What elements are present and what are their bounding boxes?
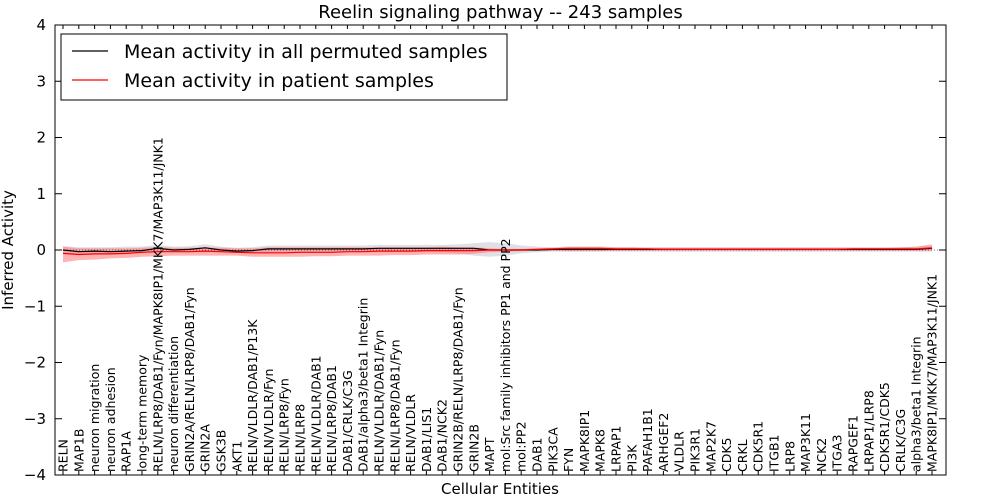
y-tick-label: 2 bbox=[36, 129, 46, 147]
y-tick-label: −3 bbox=[24, 410, 46, 428]
x-tick-label: GSK3B bbox=[214, 430, 229, 472]
legend-label-permuted: Mean activity in all permuted samples bbox=[124, 41, 487, 63]
x-tick-label: RAP1A bbox=[119, 431, 134, 472]
x-tick-label: CRLK/C3G bbox=[893, 409, 908, 472]
x-tick-label: CRKL bbox=[735, 439, 750, 472]
x-tick-label: RELN bbox=[56, 439, 71, 472]
x-tick-label: GRIN2A bbox=[198, 424, 213, 472]
y-tick-label: 0 bbox=[36, 241, 46, 259]
x-tick-label: RELN/VLDLR/DAB1 bbox=[308, 355, 323, 472]
x-tick-label: RELN/LRP8/DAB1 bbox=[324, 365, 339, 472]
x-tick-label: ITGB1 bbox=[767, 434, 782, 472]
y-tick-label: 4 bbox=[36, 16, 46, 34]
x-tick-label: PI3K bbox=[624, 444, 639, 472]
y-tick-label: −4 bbox=[24, 466, 46, 484]
x-tick-label: DAB1 bbox=[530, 438, 545, 473]
x-tick-label: GRIN2A/RELN/LRP8/DAB1/Fyn bbox=[182, 287, 197, 472]
x-tick-label: GRIN2B bbox=[466, 424, 481, 472]
x-tick-label: RELN/LRP8/DAB1/Fyn/MAPK8IP1/MKK7/MAP3K11… bbox=[150, 137, 165, 472]
x-tick-label: CDK5R1 bbox=[751, 421, 766, 472]
x-tick-label: LRPAP1/LRP8 bbox=[861, 390, 876, 472]
x-tick-label: mol:PP2 bbox=[514, 421, 529, 472]
chart-title: Reelin signaling pathway -- 243 samples bbox=[318, 2, 682, 23]
x-tick-labels: RELN MAP1B neuron migration neuron adhesion… bbox=[56, 137, 940, 472]
x-tick-label: neuron differentiation bbox=[166, 336, 181, 472]
x-tick-label: neuron adhesion bbox=[103, 367, 118, 472]
x-tick-label: MAPK8IP1/MKK7/MAP3K11/JNK1 bbox=[925, 274, 940, 472]
x-tick-label: RAPGEF1 bbox=[846, 415, 861, 472]
x-tick-label: MAP1B bbox=[71, 429, 86, 472]
legend: Mean activity in all permuted samples Me… bbox=[60, 33, 508, 101]
x-tick-label: neuron migration bbox=[87, 364, 102, 472]
data-layer bbox=[55, 242, 946, 263]
x-tick-label: RELN/VLDLR/Fyn bbox=[261, 369, 276, 472]
x-tick-label: RELN/LRP8/Fyn bbox=[277, 378, 292, 472]
x-tick-label: LRP8 bbox=[782, 441, 797, 472]
x-tick-label: RELN/VLDLR/DAB1/Fyn bbox=[372, 330, 387, 472]
x-tick-label: CDK5R1/CDK5 bbox=[877, 382, 892, 472]
x-tick-label: RELN/LRP8 bbox=[293, 404, 308, 472]
x-tick-label: RELN/VLDLR/DAB1/P13K bbox=[245, 319, 260, 472]
y-axis: −4 −3 −2 −1 0 1 2 3 4 bbox=[24, 16, 946, 484]
x-tick-label: DAB1/LIS1 bbox=[419, 407, 434, 472]
x-tick-label: DAB1/NCK2 bbox=[435, 399, 450, 472]
x-tick-label: DAB1/CRLK/C3G bbox=[340, 370, 355, 472]
patient-mean-line bbox=[62, 247, 933, 256]
y-tick-label: 3 bbox=[36, 72, 46, 90]
x-tick-label: long-term memory bbox=[135, 354, 150, 472]
x-tick-label: FYN bbox=[561, 448, 576, 472]
x-tick-label: VLDLR bbox=[672, 431, 687, 472]
x-tick-label: PIK3CA bbox=[545, 427, 560, 472]
x-tick-label: MAPT bbox=[482, 437, 497, 472]
y-tick-label: 1 bbox=[36, 185, 46, 203]
x-tick-label: MAPK8 bbox=[593, 429, 608, 472]
x-tick-label: ARHGEF2 bbox=[656, 413, 671, 472]
x-tick-label: AKT1 bbox=[229, 441, 244, 472]
x-tick-label: PIK3R1 bbox=[688, 428, 703, 472]
x-tick-label: NCK2 bbox=[814, 438, 829, 472]
legend-label-patient: Mean activity in patient samples bbox=[124, 70, 434, 92]
x-tick-label: RELN/VLDLR bbox=[403, 394, 418, 472]
x-tick-label: GRIN2B/RELN/LRP8/DAB1/Fyn bbox=[451, 287, 466, 472]
y-tick-label: −1 bbox=[24, 297, 46, 315]
x-tick-label: ITGA3 bbox=[830, 434, 845, 472]
y-tick-label: −2 bbox=[24, 354, 46, 372]
x-axis-label: Cellular Entities bbox=[441, 480, 559, 498]
x-tick-label: PAFAH1B1 bbox=[640, 408, 655, 472]
x-tick-label: LRPAP1 bbox=[609, 426, 624, 472]
x-tick-label: MAPK8IP1 bbox=[577, 410, 592, 472]
x-tick-label: DAB1/alpha3/beta1 Integrin bbox=[356, 298, 371, 472]
x-tick-label: MAP2K7 bbox=[703, 421, 718, 472]
x-tick-label: alpha3/beta1 Integrin bbox=[909, 336, 924, 472]
x-axis bbox=[62, 25, 933, 475]
x-tick-label: MAP3K11 bbox=[798, 413, 813, 472]
x-tick-label: CDK5 bbox=[719, 437, 734, 472]
y-axis-label: Inferred Activity bbox=[0, 190, 17, 310]
x-tick-label: mol:Src family inhibitors PP1 and PP2 bbox=[498, 238, 513, 472]
x-tick-label: RELN/LRP8/DAB1/Fyn bbox=[387, 339, 402, 472]
legend-box bbox=[60, 33, 508, 101]
